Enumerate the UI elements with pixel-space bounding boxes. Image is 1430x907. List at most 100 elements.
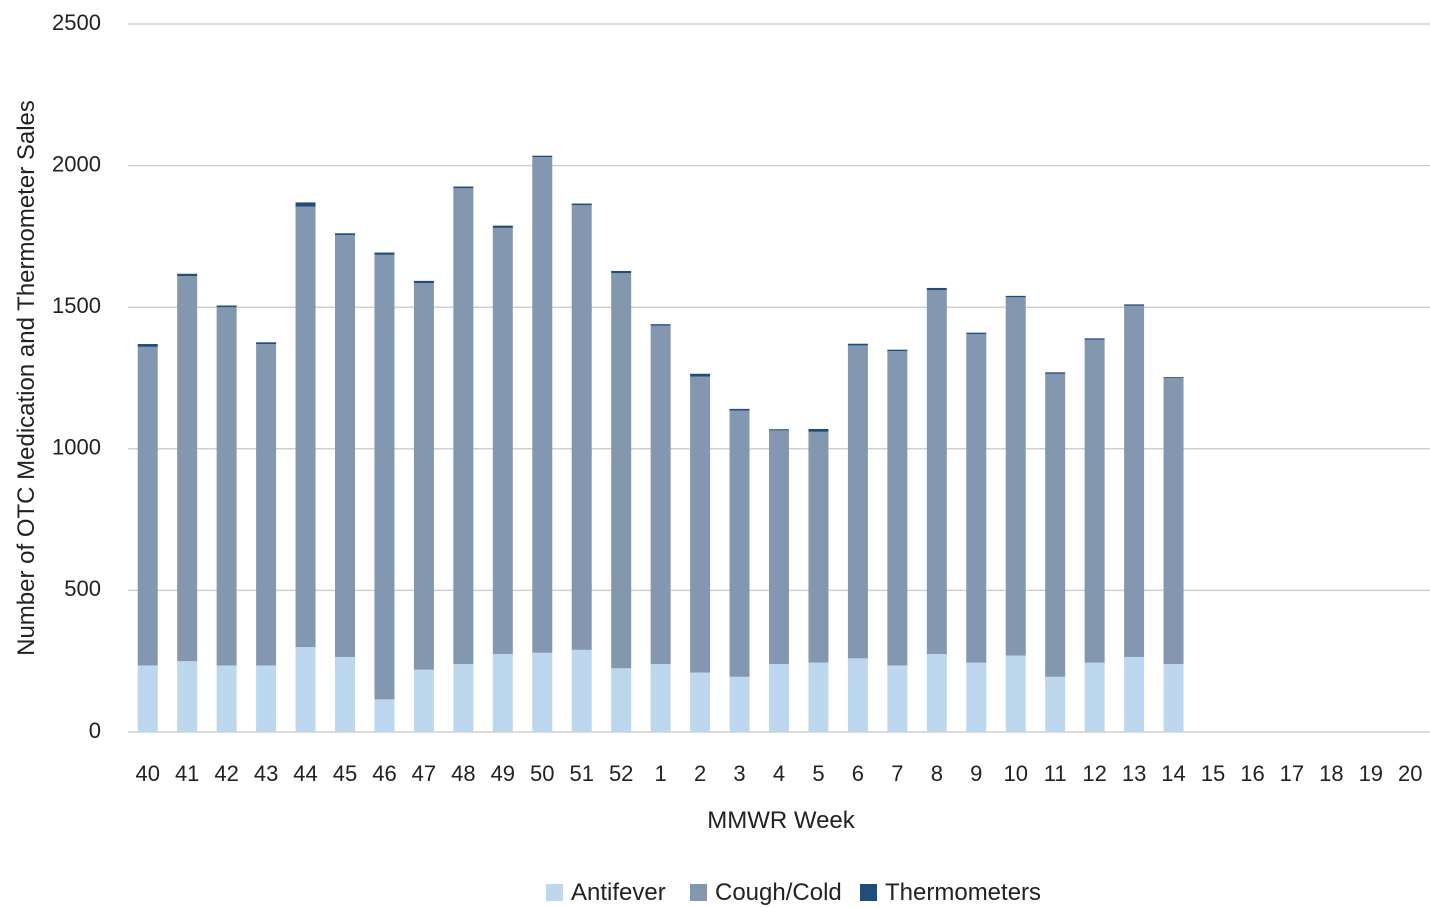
bar-cough-cold-week-49 bbox=[492, 227, 513, 655]
y-tick-label: 1500 bbox=[52, 293, 101, 318]
bar-antifever-week-51 bbox=[571, 649, 592, 732]
y-axis-ticks: 0 500 1000 1500 2000 2500 bbox=[52, 10, 101, 743]
x-tick-label: 46 bbox=[372, 761, 396, 786]
bar-cough-cold-week-4 bbox=[769, 430, 789, 665]
x-tick-label: 4 bbox=[773, 761, 785, 786]
bar-cough-cold-week-45 bbox=[335, 234, 355, 657]
bar-thermometers-week-6 bbox=[847, 343, 868, 346]
bar-antifever-week-50 bbox=[532, 652, 553, 732]
bar-antifever-week-43 bbox=[256, 665, 277, 732]
legend-swatch-cough-cold bbox=[690, 884, 707, 901]
bar-cough-cold-week-50 bbox=[532, 157, 553, 653]
bar-antifever-week-5 bbox=[808, 662, 829, 732]
bar-cough-cold-week-6 bbox=[847, 345, 868, 659]
bar-antifever-week-40 bbox=[137, 665, 158, 732]
bar-thermometers-week-42 bbox=[216, 305, 237, 308]
x-tick-label: 2 bbox=[694, 761, 706, 786]
bar-antifever-week-12 bbox=[1084, 662, 1105, 732]
bar-antifever-week-11 bbox=[1045, 676, 1066, 732]
bar-cough-cold-week-12 bbox=[1084, 339, 1105, 663]
x-tick-label: 8 bbox=[931, 761, 943, 786]
bar-antifever-week-2 bbox=[690, 672, 711, 732]
x-tick-label: 17 bbox=[1280, 761, 1304, 786]
bar-thermometers-week-4 bbox=[769, 429, 789, 431]
bar-thermometers-week-11 bbox=[1045, 372, 1066, 374]
x-axis-title: MMWR Week bbox=[707, 807, 856, 834]
bar-thermometers-week-49 bbox=[492, 225, 513, 228]
x-tick-label: 6 bbox=[852, 761, 864, 786]
bar-cough-cold-week-1 bbox=[650, 325, 671, 665]
bar-thermometers-week-40 bbox=[137, 344, 158, 347]
legend: Antifever Cough/Cold Thermometers bbox=[546, 879, 1041, 906]
x-tick-label: 11 bbox=[1044, 761, 1067, 786]
bar-cough-cold-week-48 bbox=[453, 188, 474, 665]
x-tick-label: 45 bbox=[333, 761, 357, 786]
x-tick-label: 13 bbox=[1122, 761, 1146, 786]
x-tick-label: 3 bbox=[733, 761, 745, 786]
bar-antifever-week-3 bbox=[729, 676, 750, 732]
bar-thermometers-week-7 bbox=[887, 349, 908, 352]
bar-antifever-week-6 bbox=[847, 658, 868, 732]
legend-swatch-thermometers bbox=[860, 884, 877, 901]
x-tick-label: 15 bbox=[1201, 761, 1225, 786]
bar-cough-cold-week-8 bbox=[926, 290, 947, 655]
x-tick-label: 42 bbox=[214, 761, 238, 786]
bar-cough-cold-week-47 bbox=[413, 283, 434, 670]
bar-cough-cold-week-14 bbox=[1163, 378, 1184, 665]
x-tick-label: 43 bbox=[254, 761, 278, 786]
bar-antifever-week-8 bbox=[926, 654, 947, 732]
bar-antifever-week-46 bbox=[374, 699, 395, 732]
bar-cough-cold-week-7 bbox=[887, 351, 908, 666]
y-tick-label: 2500 bbox=[52, 10, 101, 35]
bar-thermometers-week-8 bbox=[926, 287, 947, 291]
x-tick-label: 48 bbox=[451, 761, 475, 786]
x-tick-label: 9 bbox=[970, 761, 982, 786]
bar-thermometers-week-14 bbox=[1163, 377, 1184, 378]
bar-antifever-week-4 bbox=[769, 664, 789, 732]
y-tick-label: 1000 bbox=[52, 435, 101, 460]
x-tick-label: 20 bbox=[1398, 761, 1422, 786]
x-tick-label: 5 bbox=[812, 761, 824, 786]
bar-antifever-week-44 bbox=[295, 647, 316, 732]
x-tick-label: 40 bbox=[135, 761, 159, 786]
bar-thermometers-week-48 bbox=[453, 186, 474, 189]
bar-antifever-week-7 bbox=[887, 665, 908, 732]
bar-thermometers-week-50 bbox=[532, 155, 553, 158]
legend-label-cough-cold: Cough/Cold bbox=[715, 879, 842, 906]
bar-cough-cold-week-11 bbox=[1045, 373, 1066, 677]
x-tick-label: 47 bbox=[412, 761, 436, 786]
bar-cough-cold-week-41 bbox=[177, 276, 198, 662]
bar-antifever-week-47 bbox=[413, 669, 434, 732]
bar-cough-cold-week-42 bbox=[216, 307, 237, 666]
x-tick-label: 44 bbox=[293, 761, 317, 786]
bar-antifever-week-49 bbox=[492, 654, 513, 732]
x-tick-label: 18 bbox=[1319, 761, 1343, 786]
bar-antifever-week-45 bbox=[335, 656, 355, 732]
bar-cough-cold-week-51 bbox=[571, 205, 592, 650]
x-tick-label: 12 bbox=[1082, 761, 1106, 786]
bar-thermometers-week-46 bbox=[374, 252, 395, 255]
bar-antifever-week-13 bbox=[1124, 656, 1145, 732]
bar-thermometers-week-44 bbox=[295, 202, 316, 207]
bar-antifever-week-1 bbox=[650, 664, 671, 732]
bar-cough-cold-week-40 bbox=[137, 346, 158, 666]
bar-thermometers-week-5 bbox=[808, 428, 829, 432]
bar-cough-cold-week-3 bbox=[729, 410, 750, 677]
bar-antifever-week-14 bbox=[1163, 664, 1184, 732]
bar-cough-cold-week-9 bbox=[966, 334, 987, 663]
y-tick-label: 0 bbox=[89, 718, 101, 743]
legend-label-antifever: Antifever bbox=[571, 879, 666, 906]
bar-thermometers-week-12 bbox=[1084, 338, 1105, 340]
x-tick-label: 16 bbox=[1240, 761, 1264, 786]
bar-cough-cold-week-2 bbox=[690, 376, 711, 673]
x-tick-label: 41 bbox=[175, 761, 199, 786]
bars bbox=[137, 155, 1184, 732]
bar-thermometers-week-3 bbox=[729, 408, 750, 411]
legend-label-thermometers: Thermometers bbox=[885, 879, 1041, 906]
x-tick-label: 50 bbox=[530, 761, 554, 786]
bar-thermometers-week-47 bbox=[413, 280, 434, 284]
x-tick-label: 10 bbox=[1003, 761, 1027, 786]
bar-thermometers-week-45 bbox=[335, 233, 355, 235]
bar-thermometers-week-9 bbox=[966, 332, 987, 335]
